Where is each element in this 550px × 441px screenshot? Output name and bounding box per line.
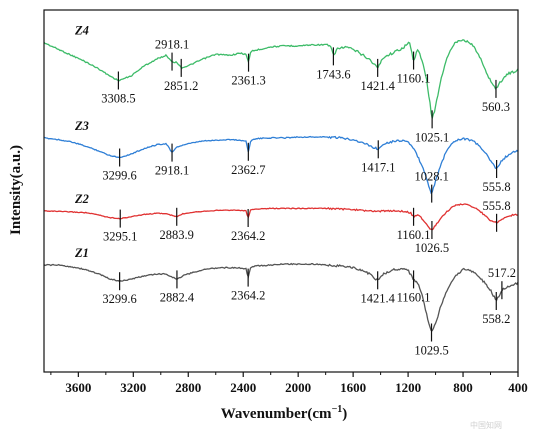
series-label-z1: Z1 [74,246,89,260]
series-line-z2 [43,203,519,231]
y-axis-title: Intensity(a.u.) [8,145,24,235]
peak-label: 2364.2 [231,229,265,243]
series-layer [43,39,519,332]
peak-label: 1028.1 [415,170,449,184]
series-line-z3 [43,135,519,195]
series-label-z4: Z4 [74,24,89,38]
axis-layer: 3600 3200 2800 2400 2000 1600 1200 800 400 [43,9,528,395]
peak-label: 2883.9 [160,228,194,242]
peak-label: 2364.2 [231,289,265,303]
series-label-z2: Z2 [74,192,89,206]
watermark: 中国知网 [470,420,502,430]
peak-label: 1417.1 [361,160,395,174]
series-line-z1 [43,262,519,332]
series-line-z4 [43,39,519,119]
peak-label: 2918.1 [155,164,189,178]
x-tick-label: 1600 [340,380,366,395]
x-axis-title: Wavenumber(cm−1) [221,404,348,422]
peak-label: 2361.3 [231,74,265,88]
x-tick-label: 800 [453,380,473,395]
peak-label: 517.2 [488,266,516,280]
peak-label: 3295.1 [103,230,137,244]
peak-label: 555.8 [483,180,511,194]
peak-label: 1421.4 [360,291,395,305]
peak-label: 3299.6 [102,169,136,183]
peak-label: 1160.1 [397,290,431,304]
peak-label: 1421.4 [360,79,395,93]
peak-label: 3299.6 [102,292,136,306]
peak-label: 2918.1 [155,38,189,52]
x-tick-label: 3200 [120,380,146,395]
peak-label: 1026.5 [415,241,449,255]
x-tick-label: 1200 [395,380,421,395]
x-tick-label: 2400 [230,380,256,395]
peak-label: 558.2 [482,312,510,326]
peak-label: 2362.7 [231,163,265,177]
x-tick-label: 3600 [65,380,91,395]
peak-label: 1743.6 [316,67,350,81]
peak-label: 1029.5 [414,344,448,358]
peak-label: 2851.2 [164,79,198,93]
x-tick-label: 2800 [175,380,201,395]
x-tick-label: 2000 [285,380,311,395]
series-label-z3: Z3 [74,119,89,133]
peak-label: 1160.1 [397,228,431,242]
peak-label: 1025.1 [415,130,449,144]
peak-label: 555.8 [483,199,511,213]
peak-label: 2882.4 [160,290,195,304]
peak-label: 1160.1 [397,72,431,86]
peak-label: 560.3 [482,100,510,114]
peak-label: 3308.5 [101,92,135,106]
plot-frame [43,9,519,373]
x-tick-label: 400 [508,380,528,395]
annotation-layer: Z4 Z3 Z2 Z1 3308.5 2918.1 2851.2 2361.3 1743.6 14… [74,24,516,358]
